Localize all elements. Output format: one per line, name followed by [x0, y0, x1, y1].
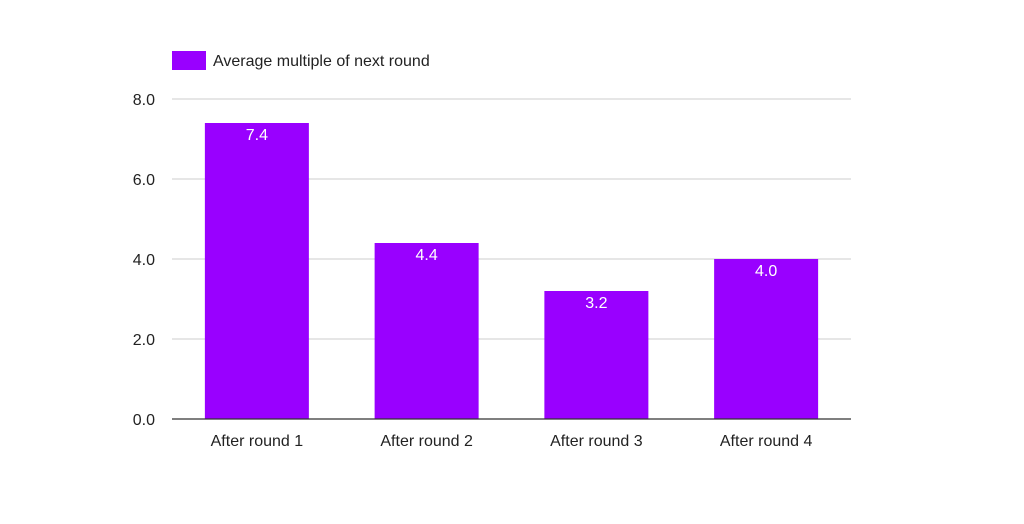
legend-label: Average multiple of next round	[213, 53, 430, 70]
data-labels: 7.4 4.4 3.2 4.0	[246, 127, 778, 312]
y-tick-label: 6.0	[133, 172, 155, 189]
data-label: 7.4	[246, 127, 268, 144]
y-tick-label: 2.0	[133, 332, 155, 349]
data-label: 3.2	[585, 295, 607, 312]
x-tick-label: After round 1	[211, 433, 304, 450]
y-tick-label: 0.0	[133, 412, 155, 429]
y-axis: 0.0 2.0 4.0 6.0 8.0	[133, 92, 155, 429]
bar	[204, 123, 309, 419]
bar	[544, 291, 649, 419]
x-tick-label: After round 4	[720, 433, 813, 450]
x-axis: After round 1 After round 2 After round 3 A…	[172, 418, 851, 450]
y-tick-label: 8.0	[133, 92, 155, 109]
legend-swatch	[172, 51, 206, 70]
x-tick-label: After round 2	[380, 433, 473, 450]
bar	[714, 259, 819, 419]
data-label: 4.0	[755, 263, 777, 280]
bars	[204, 123, 819, 419]
data-label: 4.4	[416, 247, 438, 264]
x-tick-label: After round 3	[550, 433, 643, 450]
bar	[374, 243, 479, 419]
legend: Average multiple of next round	[172, 51, 430, 70]
y-tick-label: 4.0	[133, 252, 155, 269]
